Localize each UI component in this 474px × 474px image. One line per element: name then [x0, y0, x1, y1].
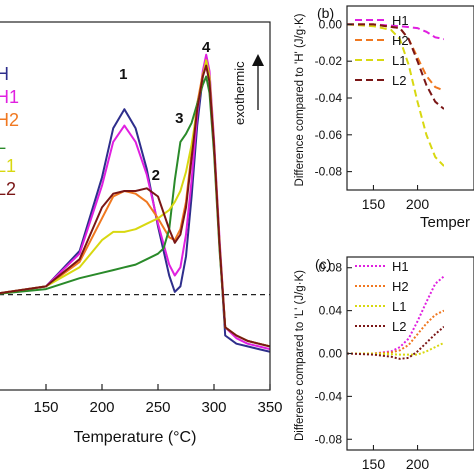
- y-tick-label-c: 0.04: [319, 304, 343, 318]
- y-tick-label-c: 0.00: [319, 347, 343, 361]
- legend-label-h1: H1: [0, 87, 19, 107]
- peak-label: 2: [152, 167, 160, 184]
- x-tick-label-a: 250: [145, 399, 170, 416]
- exothermic-arrow-head: [252, 54, 264, 66]
- legend-label-l2: L2: [392, 73, 406, 88]
- legend-label-l: L: [0, 133, 6, 153]
- y-tick-label-b: 0.00: [319, 17, 343, 31]
- legend-label-l1: L1: [392, 53, 406, 68]
- series-line-l2: [347, 325, 444, 360]
- legend-label-h1: H1: [392, 13, 409, 28]
- y-tick-label-b: -0.02: [315, 54, 343, 68]
- series-group-b: [347, 23, 444, 167]
- legend-label-l1: L1: [392, 299, 406, 314]
- y-axis-label-c: Difference compared to 'L' (J/g·K): [294, 270, 306, 441]
- peak-label: 1: [119, 66, 127, 83]
- legend-label-h2: H2: [392, 33, 409, 48]
- plot-frame-a: [0, 21, 271, 391]
- panel-c: 0.080.040.00-0.04-0.08150200TemperDiffer…: [294, 256, 474, 472]
- legend-label-h: H: [0, 64, 9, 84]
- y-tick-label-b: -0.06: [315, 128, 343, 142]
- x-axis-label-b: Temper: [420, 214, 470, 231]
- legend-label-h2: H2: [392, 279, 409, 294]
- legend-label-h1: H1: [392, 259, 409, 274]
- x-tick-label-b: 200: [406, 196, 430, 212]
- y-tick-label-c: -0.08: [315, 432, 343, 446]
- x-tick-label-a: 200: [89, 399, 114, 416]
- x-tick-label-a: 300: [201, 399, 226, 416]
- panel-a: 150 200 250 300 350 Temperature (°C) 1 2 3 4 exoth…: [0, 21, 283, 446]
- series-group-a: [0, 53, 270, 353]
- panel-label-b: (b): [317, 5, 334, 21]
- x-axis-label-a: Temperature (°C): [74, 429, 197, 446]
- x-tick-label-b: 150: [362, 196, 386, 212]
- x-tick-label-a: 350: [257, 399, 282, 416]
- panel-b: 0.00 -0.02 -0.04 -0.06 -0.08 150 200 Temper Diff…: [294, 5, 474, 231]
- peak-label: 4: [202, 39, 211, 56]
- legend-label-l2: L2: [0, 179, 16, 199]
- legend-label-h2: H2: [0, 110, 19, 130]
- legend-label-l2: L2: [392, 319, 406, 334]
- series-line-l2: [347, 23, 444, 110]
- legend-label-l1: L1: [0, 156, 16, 176]
- series-line-h: [0, 59, 270, 353]
- panel-label-c: (c): [315, 256, 331, 272]
- series-group-c: [347, 275, 444, 360]
- peak-label: 3: [175, 110, 183, 127]
- x-tick-label-c: 200: [406, 456, 430, 472]
- x-tick-label-c: 150: [362, 456, 386, 472]
- y-tick-label-b: -0.08: [315, 165, 343, 179]
- y-tick-label-c: -0.04: [315, 389, 343, 403]
- x-tick-label-a: 150: [33, 399, 58, 416]
- y-tick-label-c: 0.08: [319, 261, 343, 275]
- y-tick-label-b: -0.04: [315, 91, 343, 105]
- y-axis-label-b: Difference compared to 'H' (J/g·K): [294, 13, 306, 186]
- series-line-l2: [0, 64, 270, 348]
- series-line-l1: [347, 341, 444, 356]
- exothermic-label: exothermic: [232, 61, 247, 125]
